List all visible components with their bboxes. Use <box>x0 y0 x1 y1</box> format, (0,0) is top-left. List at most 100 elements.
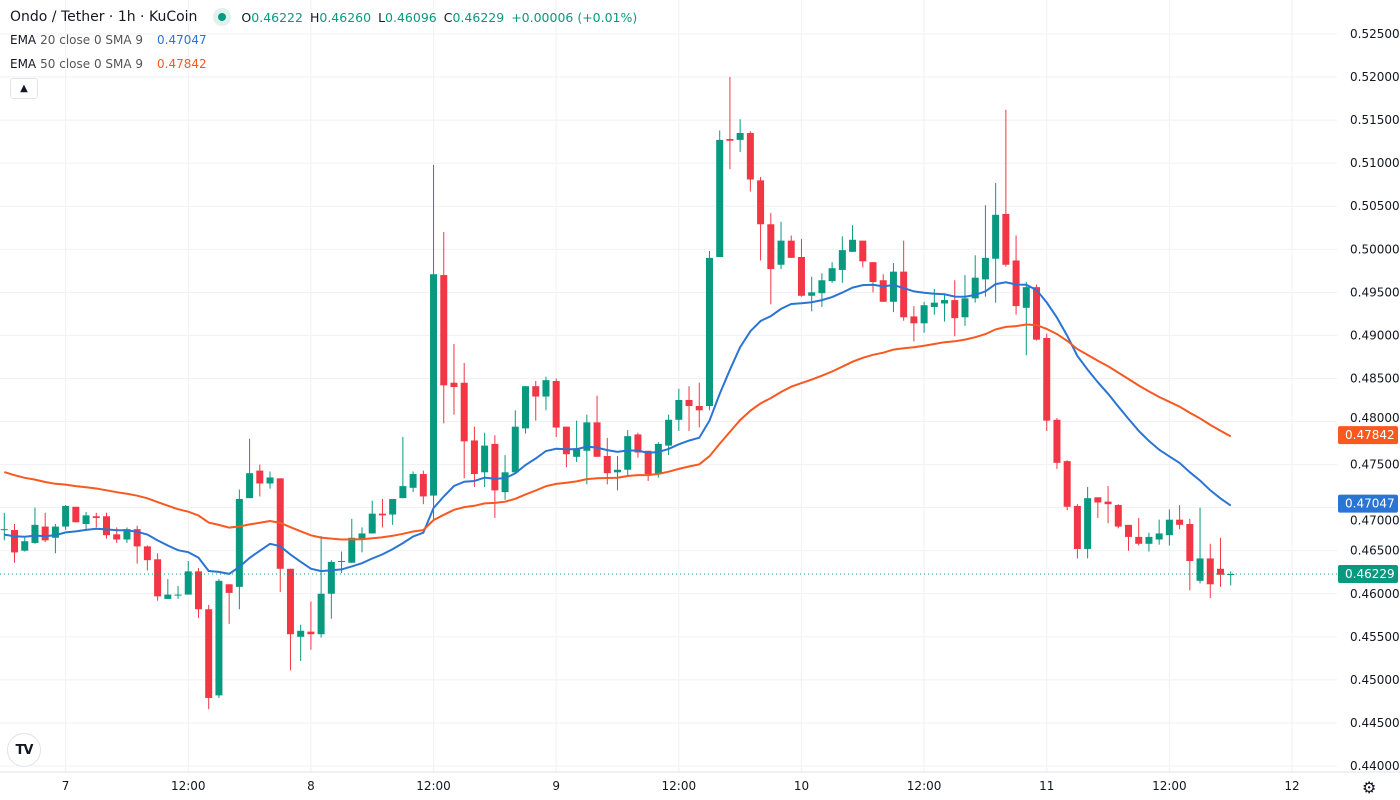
candle-down <box>460 382 468 442</box>
market-status-icon <box>213 8 232 26</box>
candle-down <box>1063 461 1071 507</box>
candle-up <box>961 298 969 318</box>
candle-up <box>358 533 366 540</box>
candle-down <box>900 271 908 318</box>
candle-down <box>419 474 427 497</box>
candle-down <box>593 422 601 457</box>
candle-up <box>317 593 325 635</box>
candle-up <box>624 436 632 470</box>
candle-down <box>1104 501 1112 505</box>
candle-up <box>522 386 530 429</box>
candle-up <box>828 268 836 282</box>
candle-down <box>859 240 867 262</box>
ema50-value: 0.47842 <box>157 57 207 71</box>
candle-up <box>246 473 254 499</box>
ema20-name: EMA <box>10 33 37 47</box>
candle-up <box>665 419 673 446</box>
candle-down <box>869 262 877 282</box>
close-label: C <box>443 9 453 25</box>
time-tick-label: 12:00 <box>1152 779 1187 793</box>
candle-down <box>1135 536 1143 544</box>
candle-down <box>562 426 570 455</box>
tradingview-logo[interactable]: TV <box>7 733 41 767</box>
time-tick-label: 12:00 <box>907 779 942 793</box>
candle-up <box>1227 574 1235 576</box>
candle-down <box>491 443 499 491</box>
change-value: +0.00006 (+0.01%) <box>511 9 638 25</box>
ema20-legend[interactable]: EMA 20 close 0 SMA 9 0.47047 <box>10 28 637 52</box>
price-tick-label: 0.46000 <box>1350 587 1400 601</box>
candle-down <box>1216 568 1224 575</box>
time-tick-label: 12:00 <box>416 779 451 793</box>
chevron-up-icon: ▲ <box>20 83 28 94</box>
candle-up <box>430 274 438 496</box>
candle-up <box>705 257 713 406</box>
candle-down <box>154 559 162 597</box>
ema20-price-tag: 0.47047 <box>1345 497 1395 511</box>
candle-up <box>992 214 1000 259</box>
price-tick-label: 0.44000 <box>1350 759 1400 773</box>
candle-up <box>573 448 581 457</box>
candle-up <box>1084 498 1092 549</box>
price-tick-label: 0.50000 <box>1350 242 1400 256</box>
time-tick-label: 11 <box>1039 779 1054 793</box>
ema50-legend[interactable]: EMA 50 close 0 SMA 9 0.47842 <box>10 52 637 76</box>
candle-up <box>981 257 989 280</box>
price-tick-label: 0.47500 <box>1350 458 1400 472</box>
candle-up <box>348 537 356 563</box>
candle-up <box>930 302 938 307</box>
candle-up <box>889 271 897 302</box>
time-tick-label: 12 <box>1284 779 1299 793</box>
ema-lines <box>0 281 1337 575</box>
candle-up <box>675 399 683 420</box>
candle-down <box>1012 260 1020 307</box>
candle-down <box>787 240 795 258</box>
open-label: O <box>241 9 252 25</box>
candle-up <box>82 515 90 524</box>
candle-up <box>1165 519 1173 536</box>
candle-down <box>695 405 703 411</box>
candle-down <box>726 139 734 141</box>
candle-up <box>184 571 192 595</box>
candle-down <box>1114 505 1122 527</box>
candle-down <box>1125 524 1132 537</box>
candle-down <box>1033 287 1041 340</box>
candle-up <box>338 561 346 563</box>
candle-up <box>399 486 407 499</box>
price-tick-label: 0.51000 <box>1350 156 1400 170</box>
candle-up <box>51 526 59 538</box>
price-axis[interactable]: 0.52500 0.52000 0.51500 0.51000 0.50500 0.500… <box>1338 27 1400 773</box>
candle-up <box>123 529 131 540</box>
candle-down <box>685 399 693 406</box>
candle-down <box>879 280 887 302</box>
candle-down <box>603 455 611 474</box>
candle-up <box>62 505 70 527</box>
close-value: 0.46229 <box>452 9 505 25</box>
candles <box>0 77 1235 710</box>
time-tick-label: 8 <box>307 779 315 793</box>
candle-down <box>1186 523 1194 562</box>
candle-down <box>1002 213 1010 265</box>
settings-gear-icon[interactable]: ⚙ <box>1362 778 1377 797</box>
candle-up <box>583 422 591 451</box>
price-tick-label: 0.47000 <box>1350 514 1400 528</box>
candle-up <box>389 499 397 515</box>
candle-up <box>818 280 826 294</box>
collapse-legend-button[interactable]: ▲ <box>10 78 38 99</box>
symbol-title[interactable]: Ondo / Tether · 1h · KuCoin <box>10 9 198 25</box>
last-price-tag: 0.46229 <box>1345 567 1395 581</box>
ema50-params: 50 close 0 SMA 9 <box>40 57 144 71</box>
candle-down <box>1043 337 1051 421</box>
candle-down <box>532 386 540 397</box>
ema50-price-tag: 0.47842 <box>1345 428 1395 442</box>
candle-down <box>225 584 233 593</box>
candle-up <box>297 630 305 637</box>
candle-down <box>634 434 642 453</box>
candle-up <box>808 292 816 296</box>
candle-down <box>113 534 121 540</box>
time-axis[interactable]: 7 12:00 8 12:00 9 12:00 10 12:00 11 12:00 12 <box>0 771 1400 793</box>
candle-up <box>164 594 172 599</box>
price-tick-label: 0.52000 <box>1350 70 1400 84</box>
open-value: 0.46222 <box>251 9 303 25</box>
